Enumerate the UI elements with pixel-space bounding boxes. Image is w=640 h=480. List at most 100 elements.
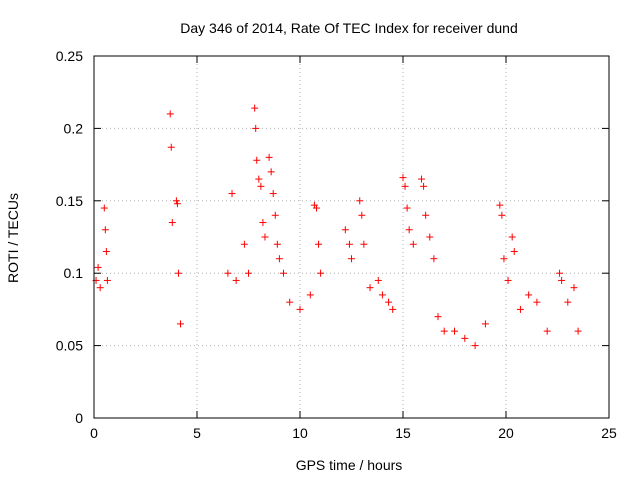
data-point xyxy=(286,298,294,306)
data-point xyxy=(508,233,516,241)
data-point xyxy=(481,320,489,328)
data-point xyxy=(564,298,572,306)
data-point xyxy=(358,211,366,219)
data-point xyxy=(315,240,323,248)
data-point xyxy=(374,276,382,284)
y-tick-label: 0.15 xyxy=(56,193,83,209)
data-point xyxy=(426,233,434,241)
x-tick-label: 10 xyxy=(292,425,308,441)
data-point xyxy=(570,284,578,292)
data-point xyxy=(280,269,288,277)
data-point xyxy=(252,124,260,132)
data-point xyxy=(348,255,355,263)
data-point xyxy=(556,269,564,277)
data-point xyxy=(558,276,566,284)
data-point xyxy=(504,276,512,284)
data-point xyxy=(389,305,397,313)
y-tick-label: 0 xyxy=(75,410,83,426)
data-point xyxy=(356,197,364,205)
data-point xyxy=(312,204,320,212)
data-point xyxy=(341,226,349,234)
data-point xyxy=(525,291,533,299)
data-point xyxy=(510,247,518,255)
data-point xyxy=(500,255,508,263)
data-point xyxy=(430,255,438,263)
data-point xyxy=(251,104,259,112)
data-point xyxy=(261,233,269,241)
data-point xyxy=(306,291,314,299)
data-point xyxy=(434,313,442,321)
y-tick-label: 0.1 xyxy=(64,265,84,281)
x-tick-label: 25 xyxy=(601,425,617,441)
x-axis-label: GPS time / hours xyxy=(296,457,403,473)
data-point xyxy=(177,320,185,328)
data-point xyxy=(167,143,175,151)
data-point xyxy=(401,182,409,190)
data-point xyxy=(420,182,428,190)
data-point xyxy=(273,240,281,248)
data-point xyxy=(317,269,325,277)
data-point xyxy=(378,291,386,299)
y-tick-label: 0.2 xyxy=(64,120,84,136)
grid-lines xyxy=(94,56,609,418)
data-point xyxy=(103,276,111,284)
data-point xyxy=(345,240,353,248)
data-point xyxy=(405,226,413,234)
plot-frame xyxy=(93,55,610,419)
data-point xyxy=(259,219,267,227)
x-tick-label: 15 xyxy=(395,425,411,441)
data-point xyxy=(366,284,374,292)
x-tick-label: 0 xyxy=(90,425,98,441)
y-axis-label: ROTI / TECUs xyxy=(5,193,21,283)
data-point xyxy=(422,211,430,219)
data-point xyxy=(265,153,273,161)
data-point xyxy=(102,247,110,255)
data-point xyxy=(360,240,368,248)
data-points xyxy=(92,104,582,350)
axis-ticks: 0 5 10 15 20 25 0 0.05 0.1 0.15 0.2 0.25 xyxy=(56,48,617,441)
data-point xyxy=(173,200,181,208)
data-point xyxy=(533,298,541,306)
data-point xyxy=(418,175,426,183)
data-point xyxy=(166,110,174,118)
chart-title: Day 346 of 2014, Rate Of TEC Index for r… xyxy=(180,20,517,36)
data-point xyxy=(498,211,506,219)
data-point xyxy=(240,240,248,248)
data-point xyxy=(399,174,407,182)
data-point xyxy=(253,156,261,164)
y-tick-label: 0.05 xyxy=(56,338,83,354)
data-point xyxy=(94,263,102,271)
data-point xyxy=(451,327,458,335)
data-point xyxy=(461,334,469,342)
data-point xyxy=(172,197,180,205)
data-point xyxy=(440,327,448,335)
data-point xyxy=(267,168,275,176)
data-point xyxy=(296,305,304,313)
data-point xyxy=(496,201,504,209)
data-point xyxy=(271,211,279,219)
data-point xyxy=(255,175,263,183)
data-point xyxy=(168,219,176,227)
data-point xyxy=(516,305,524,313)
data-point xyxy=(409,240,417,248)
data-point xyxy=(174,269,182,277)
data-point xyxy=(385,298,393,306)
data-point xyxy=(574,327,582,335)
data-point xyxy=(269,190,277,198)
x-tick-label: 20 xyxy=(498,425,514,441)
data-point xyxy=(543,327,551,335)
data-point xyxy=(224,269,232,277)
data-point xyxy=(471,342,479,350)
data-point xyxy=(403,204,411,212)
y-tick-label: 0.25 xyxy=(56,48,83,64)
data-point xyxy=(100,204,108,212)
data-point xyxy=(257,182,265,190)
data-point xyxy=(228,190,236,198)
x-tick-label: 5 xyxy=(193,425,201,441)
data-point xyxy=(232,276,240,284)
data-point xyxy=(245,269,252,277)
data-point xyxy=(96,284,104,292)
data-point xyxy=(275,255,283,263)
data-point xyxy=(101,226,109,234)
